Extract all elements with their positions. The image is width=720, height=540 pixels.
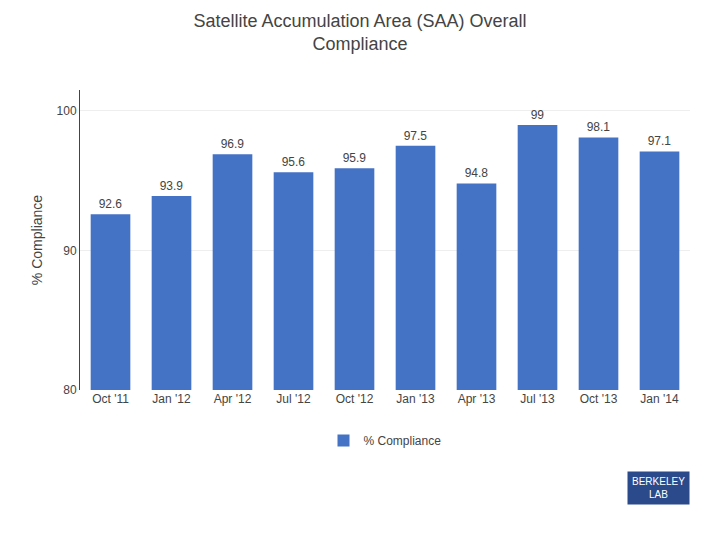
svg-text:80: 80: [63, 383, 77, 397]
svg-text:Satellite Accumulation Area (S: Satellite Accumulation Area (SAA) Overal…: [193, 11, 526, 54]
svg-text:Jul '12: Jul '12: [276, 392, 311, 406]
svg-text:96.9: 96.9: [221, 137, 245, 151]
svg-text:97.5: 97.5: [404, 129, 428, 143]
svg-text:90: 90: [63, 244, 77, 258]
svg-text:% Compliance: % Compliance: [29, 195, 45, 285]
svg-text:93.9: 93.9: [160, 179, 184, 193]
svg-text:% Compliance: % Compliance: [364, 434, 442, 448]
svg-text:98.1: 98.1: [587, 120, 611, 134]
svg-text:Jul '13: Jul '13: [520, 392, 555, 406]
svg-text:97.1: 97.1: [648, 134, 672, 148]
svg-text:95.9: 95.9: [343, 151, 367, 165]
svg-text:Apr '13: Apr '13: [458, 392, 496, 406]
svg-text:BERKELEYLAB: BERKELEYLAB: [632, 476, 685, 500]
svg-text:Jan '14: Jan '14: [640, 392, 679, 406]
svg-text:92.6: 92.6: [99, 197, 123, 211]
svg-text:95.6: 95.6: [282, 155, 306, 169]
svg-text:Jan '12: Jan '12: [152, 392, 191, 406]
svg-text:Oct '12: Oct '12: [336, 392, 374, 406]
svg-text:100: 100: [57, 104, 77, 118]
svg-text:99: 99: [531, 108, 545, 122]
svg-text:94.8: 94.8: [465, 166, 489, 180]
svg-text:Oct '11: Oct '11: [92, 392, 129, 406]
svg-text:Jan '13: Jan '13: [396, 392, 435, 406]
svg-text:Oct '13: Oct '13: [580, 392, 618, 406]
svg-text:Apr '12: Apr '12: [214, 392, 252, 406]
